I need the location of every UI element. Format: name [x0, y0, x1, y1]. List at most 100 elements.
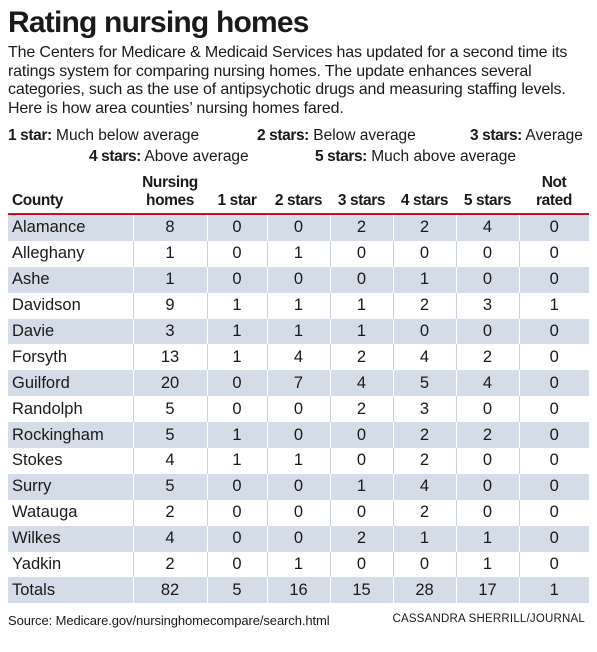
- page-title: Rating nursing homes: [8, 6, 309, 39]
- value-cell: 0: [519, 499, 589, 526]
- legend-key: 3 stars:: [470, 127, 522, 144]
- intro-text: The Centers for Medicare & Medicaid Serv…: [8, 44, 568, 117]
- value-cell: 9: [133, 292, 208, 319]
- value-cell: 0: [207, 473, 268, 500]
- value-cell: 1: [207, 292, 268, 319]
- value-cell: 1: [519, 577, 589, 604]
- graphic: Rating nursing homes The Centers for Med…: [8, 4, 589, 631]
- value-cell: 1: [207, 448, 268, 474]
- value-cell: 4: [133, 525, 208, 552]
- value-cell: 1: [133, 240, 208, 267]
- value-cell: 0: [519, 448, 589, 474]
- table-header-row: County Nursing homes 1 star 2 stars 3 stars 4 …: [8, 174, 589, 214]
- value-cell: 0: [330, 240, 394, 267]
- value-cell: 0: [330, 422, 394, 449]
- value-cell: 0: [267, 473, 331, 500]
- county-cell: Davie: [8, 318, 134, 345]
- value-cell: 15: [330, 577, 394, 604]
- legend-item-2-stars: 2 stars: Below average: [257, 126, 416, 146]
- county-cell: Rockingham: [8, 422, 134, 449]
- table-row: Rockingham 5 1 0 0 2 2 0: [8, 422, 589, 449]
- value-cell: 0: [519, 525, 589, 552]
- value-cell: 0: [207, 266, 268, 293]
- column-header: County: [12, 192, 63, 209]
- value-cell: 2: [330, 344, 394, 371]
- value-cell: 0: [519, 266, 589, 293]
- value-cell: 82: [133, 577, 208, 604]
- legend-item-5-stars: 5 stars: Much above average: [315, 147, 516, 167]
- value-cell: 17: [456, 577, 520, 604]
- legend-key: 4 stars:: [89, 148, 141, 165]
- value-cell: 0: [267, 214, 331, 241]
- county-cell: Alamance: [8, 214, 134, 241]
- value-cell: 0: [330, 499, 394, 526]
- legend-item-3-stars: 3 stars: Average: [470, 126, 583, 146]
- value-cell: 1: [133, 266, 208, 293]
- value-cell: 2: [393, 499, 457, 526]
- value-cell: 1: [330, 473, 394, 500]
- value-cell: 7: [267, 370, 331, 397]
- county-cell: Ashe: [8, 266, 134, 293]
- value-cell: 2: [393, 292, 457, 319]
- value-cell: 20: [133, 370, 208, 397]
- value-cell: 1: [456, 525, 520, 552]
- value-cell: 1: [207, 318, 268, 345]
- value-cell: 0: [330, 266, 394, 293]
- legend-key: 1 star:: [8, 127, 52, 144]
- value-cell: 0: [267, 422, 331, 449]
- value-cell: 4: [456, 370, 520, 397]
- value-cell: 4: [330, 370, 394, 397]
- value-cell: 5: [133, 396, 208, 423]
- value-cell: 1: [393, 525, 457, 552]
- rating-legend: 1 star: Much below average 2 stars: Belo…: [8, 126, 589, 168]
- value-cell: 0: [330, 551, 394, 578]
- value-cell: 0: [267, 499, 331, 526]
- value-cell: 0: [267, 525, 331, 552]
- legend-item-1-star: 1 star: Much below average: [8, 126, 199, 146]
- value-cell: 2: [330, 525, 394, 552]
- value-cell: 0: [393, 551, 457, 578]
- legend-desc: Much below average: [56, 127, 200, 144]
- table-row: Ashe 1 0 0 0 1 0 0: [8, 266, 589, 293]
- county-cell: Watauga: [8, 499, 134, 526]
- value-cell: 1: [267, 318, 331, 345]
- county-cell: Guilford: [8, 370, 134, 397]
- value-cell: 1: [267, 448, 331, 474]
- table-row: Guilford 20 0 7 4 5 4 0: [8, 370, 589, 397]
- value-cell: 2: [133, 551, 208, 578]
- county-cell: Surry: [8, 473, 134, 500]
- legend-item-4-stars: 4 stars: Above average: [89, 147, 249, 167]
- value-cell: 3: [393, 396, 457, 423]
- legend-key: 2 stars:: [257, 127, 309, 144]
- footer: Source: Medicare.gov/nursinghomecompare/…: [8, 613, 589, 631]
- table-row: Alleghany 1 0 1 0 0 0 0: [8, 240, 589, 267]
- county-cell: Randolph: [8, 396, 134, 423]
- value-cell: 0: [519, 473, 589, 500]
- value-cell: 1: [207, 422, 268, 449]
- county-cell: Forsyth: [8, 344, 134, 371]
- ratings-table: County Nursing homes 1 star 2 stars 3 stars 4 …: [8, 174, 589, 604]
- value-cell: 0: [456, 240, 520, 267]
- value-cell: 28: [393, 577, 457, 604]
- column-header: 4 stars: [400, 192, 449, 209]
- value-cell: 5: [133, 473, 208, 500]
- value-cell: 4: [456, 214, 520, 241]
- value-cell: 1: [393, 266, 457, 293]
- value-cell: 0: [267, 396, 331, 423]
- value-cell: 1: [207, 344, 268, 371]
- table-row: Stokes 4 1 1 0 2 0 0: [8, 448, 589, 474]
- value-cell: 0: [456, 499, 520, 526]
- value-cell: 0: [207, 499, 268, 526]
- table-row: Davidson 9 1 1 1 2 3 1: [8, 292, 589, 319]
- legend-desc: Below average: [313, 127, 416, 144]
- value-cell: 0: [267, 266, 331, 293]
- value-cell: 0: [519, 370, 589, 397]
- value-cell: 0: [207, 240, 268, 267]
- value-cell: 13: [133, 344, 208, 371]
- value-cell: 2: [456, 344, 520, 371]
- value-cell: 0: [519, 551, 589, 578]
- value-cell: 2: [133, 499, 208, 526]
- county-cell: Wilkes: [8, 525, 134, 552]
- value-cell: 1: [267, 292, 331, 319]
- value-cell: 0: [456, 473, 520, 500]
